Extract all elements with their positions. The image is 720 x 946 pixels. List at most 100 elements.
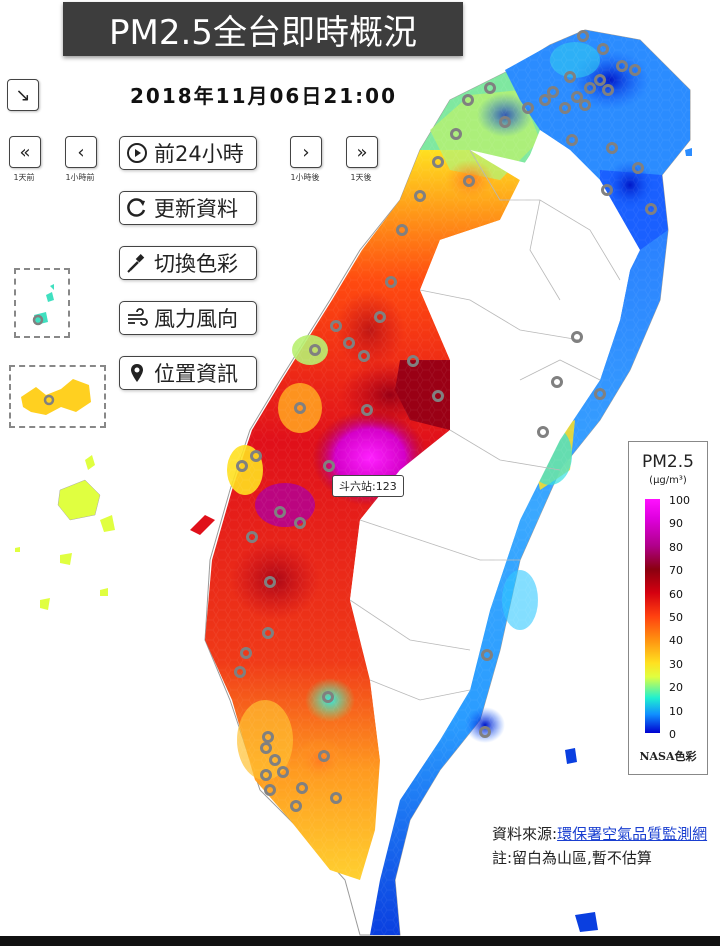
station-marker[interactable]	[358, 350, 370, 362]
station-marker[interactable]	[309, 344, 321, 356]
station-marker[interactable]	[571, 91, 583, 103]
data-source-link[interactable]: 環保署空氣品質監測網	[557, 825, 708, 843]
legend-tick: 100	[669, 494, 690, 507]
station-marker[interactable]	[262, 627, 274, 639]
legend-tick: 10	[669, 704, 683, 718]
wind-label: 風力風向	[154, 307, 238, 331]
station-marker[interactable]	[432, 156, 444, 168]
kinmen-inset[interactable]	[9, 365, 106, 428]
wind-button[interactable]: 風力風向	[119, 301, 257, 335]
station-marker[interactable]	[250, 450, 262, 462]
station-marker[interactable]	[499, 116, 511, 128]
chevron-right-icon: ›	[302, 141, 310, 163]
switch-color-button[interactable]: 切換色彩	[119, 246, 257, 280]
legend-tick: 30	[669, 657, 683, 671]
legend-tick: 20	[669, 681, 683, 695]
station-marker[interactable]	[594, 74, 606, 86]
station-marker[interactable]	[240, 647, 252, 659]
station-marker[interactable]	[290, 800, 302, 812]
data-source-label: 資料來源:	[492, 825, 558, 843]
station-marker[interactable]	[602, 84, 614, 96]
station-marker[interactable]	[606, 142, 618, 154]
hour-back-button[interactable]: ‹	[65, 136, 97, 168]
station-marker[interactable]	[547, 86, 559, 98]
station-marker[interactable]	[539, 94, 551, 106]
station-marker[interactable]	[481, 649, 493, 661]
station-marker[interactable]	[566, 134, 578, 146]
station-marker[interactable]	[322, 691, 334, 703]
station-marker[interactable]	[522, 102, 534, 114]
station-marker[interactable]	[330, 320, 342, 332]
eyedropper-icon	[120, 252, 154, 274]
station-marker[interactable]	[601, 184, 613, 196]
switch-color-label: 切換色彩	[154, 252, 238, 276]
hour-back-caption: 1小時前	[65, 173, 95, 182]
station-marker[interactable]	[629, 64, 641, 76]
station-marker[interactable]	[396, 224, 408, 236]
station-marker[interactable]	[577, 30, 589, 42]
station-marker[interactable]	[262, 731, 274, 743]
station-marker[interactable]	[323, 460, 335, 472]
station-marker[interactable]	[579, 99, 591, 111]
kinmen-islands-map	[21, 379, 91, 415]
play-circle-icon	[120, 142, 154, 164]
orchid-island	[575, 912, 598, 932]
station-marker[interactable]	[361, 404, 373, 416]
refresh-button[interactable]: 更新資料	[119, 191, 257, 225]
hour-forward-caption: 1小時後	[290, 173, 320, 182]
station-marker[interactable]	[597, 43, 609, 55]
double-chevron-right-icon: »	[356, 141, 368, 163]
station-marker[interactable]	[277, 766, 289, 778]
day-forward-button[interactable]: »	[346, 136, 378, 168]
station-marker[interactable]	[246, 531, 258, 543]
page-title: PM2.5全台即時概況	[63, 2, 463, 56]
station-marker[interactable]	[274, 506, 286, 518]
station-marker[interactable]	[296, 782, 308, 794]
station-marker[interactable]	[260, 769, 272, 781]
hour-forward-button[interactable]: ›	[290, 136, 322, 168]
station-marker[interactable]	[479, 726, 491, 738]
station-marker[interactable]	[294, 402, 306, 414]
station-marker[interactable]	[462, 94, 474, 106]
station-marker[interactable]	[318, 750, 330, 762]
station-marker[interactable]	[330, 792, 342, 804]
expand-button[interactable]: ↘	[7, 79, 39, 111]
station-marker[interactable]	[559, 102, 571, 114]
station-marker[interactable]	[645, 203, 657, 215]
station-tooltip: 斗六站:123	[332, 475, 404, 497]
station-marker[interactable]	[414, 190, 426, 202]
station-marker[interactable]	[537, 426, 549, 438]
location-button[interactable]: 位置資訊	[119, 356, 257, 390]
station-marker[interactable]	[294, 517, 306, 529]
play-24h-button[interactable]: 前24小時	[119, 136, 257, 170]
station-marker[interactable]	[594, 388, 606, 400]
station-marker[interactable]	[450, 128, 462, 140]
station-marker[interactable]	[463, 175, 475, 187]
station-marker[interactable]	[269, 754, 281, 766]
station-marker[interactable]	[234, 666, 246, 678]
station-marker[interactable]	[484, 82, 496, 94]
station-marker[interactable]	[260, 742, 272, 754]
legend-unit: (μg/m³)	[649, 475, 687, 486]
station-marker[interactable]	[264, 784, 276, 796]
station-marker[interactable]	[584, 82, 596, 94]
station-marker[interactable]	[432, 390, 444, 402]
station-marker[interactable]	[374, 311, 386, 323]
station-marker[interactable]	[616, 60, 628, 72]
station-marker[interactable]	[236, 460, 248, 472]
station-marker[interactable]	[343, 337, 355, 349]
station-marker[interactable]	[264, 576, 276, 588]
day-forward-caption: 1天後	[350, 173, 372, 182]
station-markers	[234, 30, 657, 812]
station-marker[interactable]	[551, 376, 563, 388]
station-marker[interactable]	[564, 71, 576, 83]
station-marker[interactable]	[571, 331, 583, 343]
legend-tick: 70	[669, 564, 683, 578]
station-marker[interactable]	[407, 355, 419, 367]
station-marker[interactable]	[632, 162, 644, 174]
station-marker[interactable]	[385, 276, 397, 288]
legend-tick: 0	[669, 728, 676, 741]
page-title-text: PM2.5全台即時概況	[109, 12, 417, 53]
day-back-button[interactable]: «	[9, 136, 41, 168]
matsu-inset[interactable]	[14, 268, 70, 338]
